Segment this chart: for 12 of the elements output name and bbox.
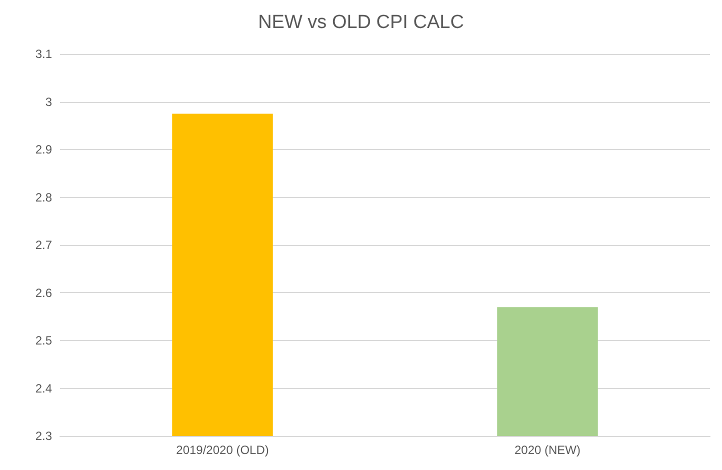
y-tick-label: 2.5 (35, 334, 52, 348)
y-tick-label: 2.6 (35, 286, 52, 300)
y-tick-label: 2.3 (35, 429, 52, 443)
chart-title: NEW vs OLD CPI CALC (258, 12, 464, 33)
y-tick-label: 2.9 (35, 142, 52, 156)
y-tick-label: 2.4 (35, 381, 52, 396)
x-tick-label: 2019/2020 (OLD) (176, 443, 269, 457)
y-tick-label: 2.8 (35, 190, 52, 204)
y-tick-label: 3 (45, 94, 52, 109)
y-tick-label: 2.7 (35, 238, 52, 252)
x-tick-label: 2020 (NEW) (514, 443, 581, 457)
y-tick-label: 3.1 (35, 47, 52, 61)
